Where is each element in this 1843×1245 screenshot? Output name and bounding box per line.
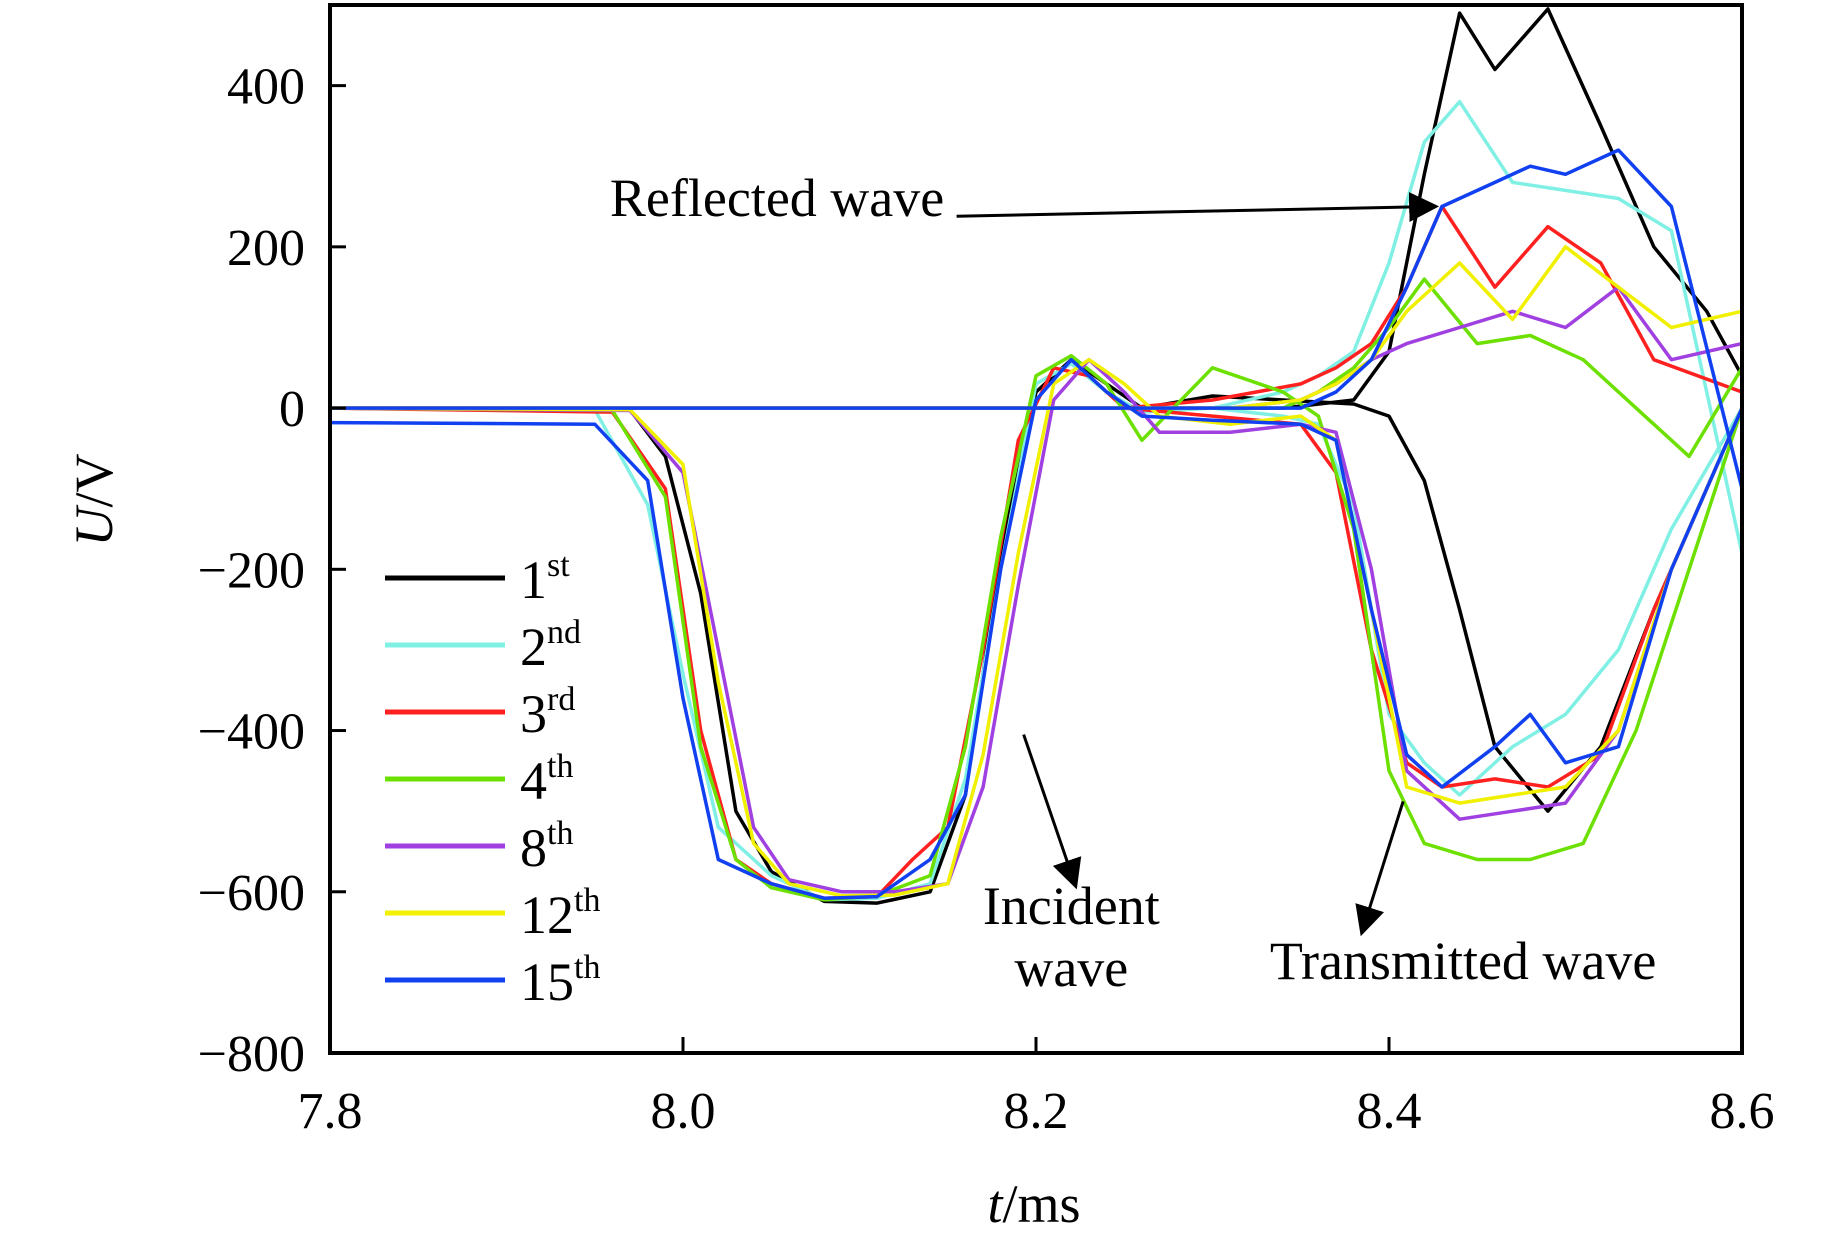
y-tick-label: −400 [198,704,305,761]
legend-label: 3rd [520,681,575,744]
series-reflected-line-4th [330,277,1744,459]
series-reflected-line-15th [330,148,1744,490]
annotation-arrow [956,192,1440,223]
plot-series [329,7,1744,905]
y-tick-label: 400 [227,59,305,116]
x-tick-label: 8.4 [1357,1083,1422,1140]
series-line-15th [329,357,1744,900]
legend-label: 8th [520,815,573,878]
x-axis-ticks: 7.8 8.0 8.2 8.4 8.6 [298,1037,1775,1140]
y-tick-label: 0 [279,381,305,438]
series-line-4th [329,353,1744,902]
legend-label: 1st [520,547,570,610]
y-tick-label: −800 [198,1026,305,1083]
legend-label: 4th [520,748,573,811]
x-tick-label: 7.8 [298,1083,363,1140]
annotation-label: Transmitted wave [1270,931,1656,991]
y-axis-title: U/V [64,453,124,546]
series-reflected-line-1st [330,7,1744,410]
annotation-arrow [1022,734,1082,890]
y-tick-label: −200 [198,542,305,599]
x-axis-title: t/ms [987,1174,1080,1234]
legend-label: 2nd [520,614,581,677]
legend-label: 12th [520,882,600,945]
series-line-12th [329,357,1744,898]
x-tick-label: 8.2 [1004,1083,1069,1140]
x-tick-label: 8.0 [651,1083,716,1140]
annotation-label: Incident wave [983,876,1160,998]
y-axis-ticks: 400 200 0 −200 −400 −600 −800 [198,59,346,1083]
x-tick-label: 8.6 [1710,1083,1775,1140]
y-tick-label: 200 [227,220,305,277]
annotation-label: Reflected wave [610,168,944,228]
series-line-8th [329,357,1744,894]
y-tick-label: −600 [198,865,305,922]
legend-label: 15th [520,949,600,1012]
annotations: Reflected wave Incident wave Transmitted wa… [610,168,1656,998]
annotation-arrow [1355,801,1405,937]
